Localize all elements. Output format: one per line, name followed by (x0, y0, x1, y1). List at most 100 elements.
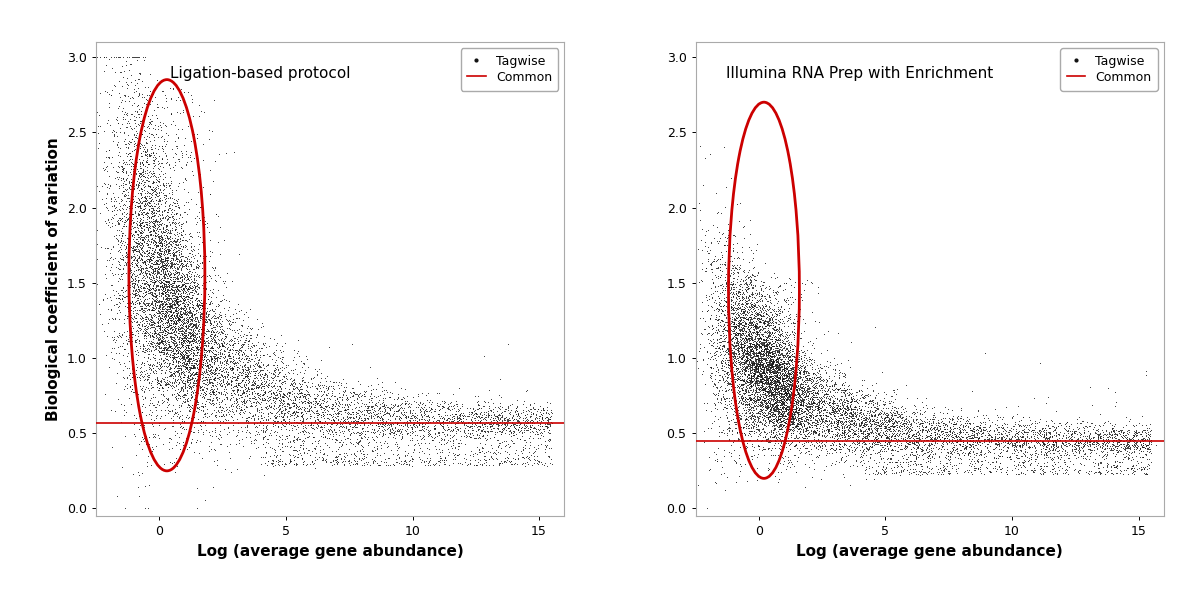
Point (528, 424, 547, 433)
Point (240, 428, 259, 438)
Point (902, 438, 922, 448)
Point (149, 320, 168, 330)
Point (120, 313, 139, 322)
Point (1154, 450, 1174, 460)
Point (293, 454, 312, 464)
Point (736, 386, 755, 396)
Point (172, 256, 191, 265)
Point (223, 421, 242, 430)
Point (920, 424, 940, 433)
Point (728, 217, 748, 226)
Point (719, 356, 738, 365)
Point (751, 321, 770, 331)
Point (104, 290, 124, 299)
Point (796, 443, 815, 453)
Point (742, 301, 761, 311)
Point (154, 306, 173, 316)
Point (737, 285, 756, 295)
Point (823, 375, 842, 385)
Point (799, 401, 818, 411)
Point (182, 298, 202, 307)
Point (220, 378, 239, 388)
Point (449, 418, 468, 427)
Point (121, 109, 140, 118)
Point (131, 143, 150, 153)
Point (155, 266, 174, 276)
Point (289, 335, 308, 345)
Point (743, 328, 762, 337)
Point (364, 435, 383, 445)
Point (964, 441, 983, 451)
Point (145, 263, 164, 273)
Point (791, 292, 810, 302)
Point (871, 412, 890, 421)
Point (1070, 437, 1090, 446)
Point (746, 376, 766, 386)
Point (782, 397, 802, 407)
Point (144, 332, 163, 342)
Point (1138, 443, 1157, 453)
Point (271, 412, 290, 421)
Point (740, 229, 760, 239)
Point (778, 388, 797, 398)
Point (824, 385, 844, 395)
Point (161, 281, 180, 290)
Point (1114, 469, 1133, 479)
Point (755, 416, 774, 425)
Point (236, 368, 256, 377)
Point (109, 329, 128, 338)
Point (709, 370, 728, 380)
Point (828, 430, 847, 439)
Point (758, 296, 778, 306)
Point (814, 405, 833, 415)
Point (769, 397, 788, 406)
Point (211, 388, 230, 397)
Point (220, 402, 239, 412)
Point (823, 448, 842, 458)
Point (194, 286, 214, 296)
Point (124, 87, 143, 97)
Point (115, 286, 134, 296)
Point (293, 416, 312, 426)
Point (738, 360, 757, 370)
Point (166, 219, 185, 229)
Point (760, 347, 779, 356)
Point (271, 404, 290, 413)
Point (187, 370, 206, 379)
Point (409, 425, 428, 435)
Point (156, 246, 175, 256)
Point (131, 370, 150, 380)
Point (425, 413, 444, 423)
Point (176, 321, 196, 331)
Point (148, 358, 167, 367)
Point (521, 431, 540, 441)
Point (1072, 430, 1091, 439)
Point (779, 368, 798, 378)
Point (151, 362, 170, 371)
Point (158, 269, 178, 278)
Point (287, 383, 306, 392)
Point (800, 375, 820, 385)
Point (839, 397, 858, 406)
Point (739, 408, 758, 418)
Point (270, 393, 289, 403)
Point (709, 344, 728, 353)
Point (319, 434, 338, 443)
Point (734, 335, 754, 345)
Point (368, 419, 388, 428)
Point (888, 446, 907, 456)
Point (289, 385, 308, 394)
Point (409, 448, 428, 457)
Point (211, 358, 230, 367)
Point (146, 256, 166, 265)
Point (132, 140, 151, 149)
Point (160, 328, 179, 338)
Point (179, 355, 198, 364)
Point (736, 300, 755, 310)
Point (137, 326, 156, 336)
Point (799, 386, 818, 396)
Point (344, 413, 364, 423)
Point (234, 441, 253, 451)
Point (778, 371, 797, 381)
Point (102, 215, 121, 224)
